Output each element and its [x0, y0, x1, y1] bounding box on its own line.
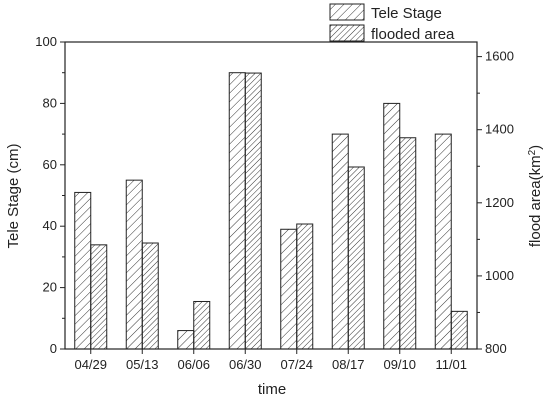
legend: Tele Stage flooded area	[329, 3, 455, 43]
bar-tele-stage-3	[228, 72, 246, 350]
axes-layer: 04/29 05/13 06/06 06/30 07/24 08/17 09/10 11/01…	[35, 34, 514, 372]
legend-label-flooded-area: flooded area	[371, 26, 455, 43]
right-tick-label: 1600	[485, 49, 514, 64]
right-axis-title-main: flood area(km	[527, 155, 544, 247]
bar-flooded-area-2	[193, 300, 211, 350]
x-tick-label: 09/10	[383, 357, 416, 372]
right-tick-label: 1000	[485, 268, 514, 283]
bar-flooded-area-3	[244, 72, 262, 350]
legend-swatch-tele-stage	[329, 3, 365, 21]
legend-label-tele-stage: Tele Stage	[371, 5, 442, 22]
x-tick-label: 08/17	[332, 357, 365, 372]
right-tick-label: 1200	[485, 195, 514, 210]
bar-flooded-area-1	[141, 242, 159, 350]
left-axis-title: Tele Stage (cm)	[5, 143, 22, 248]
x-axis-title: time	[258, 381, 286, 398]
x-tick-label: 06/30	[229, 357, 262, 372]
bar-tele-stage-6	[383, 102, 401, 350]
x-tick-label: 07/24	[280, 357, 313, 372]
legend-swatch-flooded-area	[329, 24, 365, 42]
right-tick-label: 800	[485, 341, 507, 356]
bar-tele-stage-5	[331, 133, 349, 350]
bar-tele-stage-4	[280, 228, 298, 350]
x-tick-label: 11/01	[435, 357, 467, 372]
left-tick-label: 60	[43, 157, 57, 172]
right-axis-title-superscript: 2	[527, 149, 538, 155]
bar-tele-stage-2	[177, 330, 195, 350]
bar-flooded-area-7	[450, 310, 468, 350]
bar-tele-stage-7	[434, 133, 452, 350]
bar-flooded-area-5	[347, 166, 365, 350]
x-tick-label: 05/13	[126, 357, 159, 372]
x-tick-label: 04/29	[74, 357, 107, 372]
left-tick-label: 20	[43, 280, 57, 295]
bar-flooded-area-4	[296, 223, 314, 350]
left-tick-label: 40	[43, 218, 57, 233]
right-tick-label: 1400	[485, 122, 514, 137]
bar-tele-stage-1	[125, 179, 143, 350]
right-axis-title-close: )	[527, 145, 544, 150]
bar-flooded-area-0	[90, 244, 108, 350]
bar-flooded-area-6	[399, 137, 417, 350]
bar-tele-stage-0	[74, 191, 92, 350]
left-tick-label: 80	[43, 95, 57, 110]
left-tick-label: 100	[35, 34, 57, 49]
x-tick-label: 06/06	[177, 357, 210, 372]
bars-layer	[74, 72, 468, 350]
right-axis-title: flood area(km2)	[527, 145, 544, 247]
left-tick-label: 0	[50, 341, 57, 356]
